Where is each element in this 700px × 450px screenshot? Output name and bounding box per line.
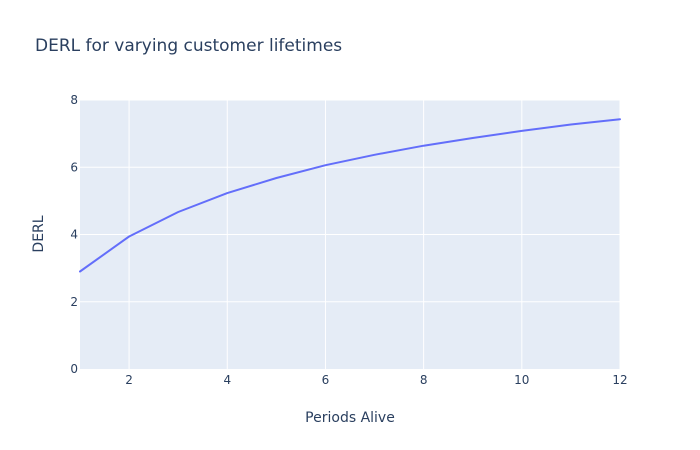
series-layer bbox=[79, 118, 621, 273]
data-point bbox=[79, 270, 81, 272]
data-point bbox=[521, 130, 523, 132]
data-point bbox=[374, 154, 376, 156]
x-axis-label: Periods Alive bbox=[305, 410, 395, 426]
data-point bbox=[226, 192, 228, 194]
y-axis-ticks: 0 2 4 6 8 bbox=[70, 93, 78, 376]
y-tick-label: 6 bbox=[70, 160, 78, 174]
y-tick-label: 0 bbox=[70, 362, 78, 376]
x-tick-label: 10 bbox=[514, 373, 529, 387]
data-point bbox=[619, 118, 621, 120]
y-tick-label: 8 bbox=[70, 93, 78, 107]
grid-lines bbox=[80, 99, 621, 369]
data-point bbox=[423, 145, 425, 147]
data-point bbox=[177, 211, 179, 213]
x-tick-label: 8 bbox=[420, 373, 428, 387]
x-tick-label: 2 bbox=[125, 373, 133, 387]
y-tick-label: 4 bbox=[70, 228, 78, 242]
x-tick-label: 6 bbox=[322, 373, 330, 387]
data-point bbox=[472, 137, 474, 139]
y-axis-label: DERL bbox=[31, 215, 47, 252]
x-axis-ticks: 2 4 6 8 10 12 bbox=[125, 373, 627, 387]
data-point bbox=[275, 177, 277, 179]
data-point bbox=[570, 124, 572, 126]
x-tick-label: 4 bbox=[223, 373, 231, 387]
data-point bbox=[128, 236, 130, 238]
chart-title: DERL for varying customer lifetimes bbox=[35, 36, 342, 56]
y-tick-label: 2 bbox=[70, 295, 78, 309]
data-point bbox=[324, 164, 326, 166]
series-line-0 bbox=[79, 118, 621, 273]
x-tick-label: 12 bbox=[612, 373, 627, 387]
